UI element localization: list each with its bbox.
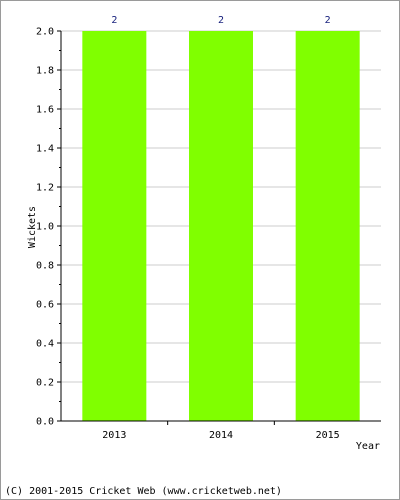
y-tick-label: 0.4	[36, 339, 54, 350]
y-axis-title: Wickets	[27, 206, 38, 248]
bar-2014	[189, 31, 253, 421]
bar-value-label: 2	[218, 15, 224, 26]
y-tick-label: 1.8	[36, 66, 54, 77]
x-tick-label: 2013	[102, 430, 126, 441]
bar-2013	[82, 31, 147, 421]
x-axis-title: Year	[356, 441, 380, 452]
y-tick-label: 0.6	[36, 300, 54, 311]
y-tick-label: 0.2	[36, 378, 54, 389]
y-tick-label: 1.6	[36, 105, 54, 116]
bar-data-labels: 2 2 2	[111, 15, 330, 26]
y-tick-label: 2.0	[36, 27, 54, 38]
bar-2015	[295, 31, 360, 421]
bar-value-label: 2	[111, 15, 117, 26]
x-tick-labels: 2013 2014 2015	[102, 421, 340, 441]
y-tick-label: 1.4	[36, 144, 54, 155]
x-tick-label: 2015	[316, 430, 340, 441]
y-tick-labels: 0.0 0.2 0.4 0.6 0.8 1.0 1.2 1.4 1.6 1.8 2.0	[36, 27, 61, 428]
copyright-footer: (C) 2001-2015 Cricket Web (www.cricketwe…	[5, 486, 282, 497]
y-tick-label: 1.2	[36, 183, 54, 194]
y-tick-label: 0.8	[36, 261, 54, 272]
x-tick-label: 2014	[209, 430, 233, 441]
y-tick-label: 1.0	[36, 222, 54, 233]
y-tick-label: 0.0	[36, 417, 54, 428]
bars	[82, 31, 360, 421]
bar-value-label: 2	[325, 15, 331, 26]
